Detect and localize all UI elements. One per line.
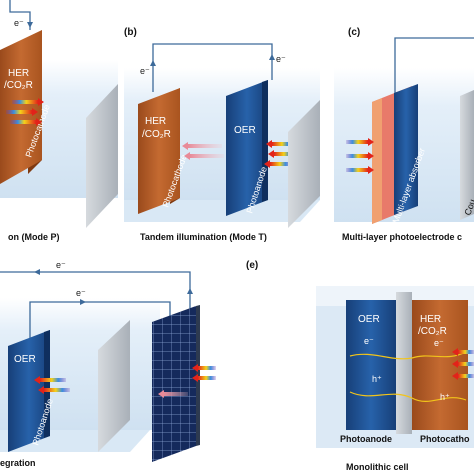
panel-d: e⁻ e⁻ OER Photoanode egration bbox=[0, 260, 216, 468]
panel-e-her-label: HER bbox=[420, 314, 441, 325]
panel-b-photoanode bbox=[226, 80, 268, 216]
panel-d-photoanode bbox=[8, 330, 50, 452]
panel-e-hole-path-left bbox=[349, 391, 413, 399]
panel-e-hole-left: h⁺ bbox=[372, 374, 382, 384]
panel-b-caption: Tandem illumination (Mode T) bbox=[140, 232, 267, 242]
panel-b-oer-label: OER bbox=[234, 125, 256, 136]
panel-a-photocathode bbox=[0, 30, 42, 184]
panel-b: (b) e⁻ e⁻ HER /CO₂R Photocathode OER Pho… bbox=[124, 27, 320, 242]
panel-b-letter: (b) bbox=[124, 27, 137, 38]
panel-d-outer-arrow bbox=[34, 269, 40, 275]
panel-c-caption: Multi-layer photoelectrode c bbox=[342, 232, 462, 242]
panel-a-caption: on (Mode P) bbox=[8, 232, 60, 242]
panel-e-membrane bbox=[396, 292, 412, 434]
panel-b-photoanode-edge bbox=[262, 80, 268, 202]
panel-d-outer-wire bbox=[0, 271, 191, 320]
panel-c-absorber-back bbox=[394, 84, 418, 215]
panel-d-oer-label: OER bbox=[14, 354, 36, 365]
panel-e-caption: Monolithic cell bbox=[346, 462, 409, 472]
panel-d-pv-light bbox=[158, 364, 216, 398]
panel-c-counter-electrode bbox=[460, 90, 474, 220]
panel-e-light-arrows bbox=[452, 348, 474, 380]
panel-b-light-arrows bbox=[264, 140, 296, 168]
panel-d-electron-inner: e⁻ bbox=[76, 288, 86, 298]
panel-c-light-arrows bbox=[346, 138, 374, 174]
panel-e-electron-path-left bbox=[349, 353, 413, 360]
panel-c-counter-name: Cou bbox=[462, 198, 474, 217]
panel-d-photoanode-edge bbox=[44, 330, 50, 438]
panel-b-circuit-wire bbox=[152, 43, 273, 92]
panel-c-letter: (c) bbox=[348, 27, 360, 38]
panel-b-floor bbox=[124, 200, 320, 222]
panel-b-co2r-label: /CO₂R bbox=[142, 129, 171, 140]
panel-d-outer-up-arrow bbox=[187, 288, 193, 294]
panel-a-circuit-wire bbox=[9, 0, 31, 30]
panel-b-photocathode bbox=[138, 88, 180, 214]
panel-b-electron-left: e⁻ bbox=[140, 66, 150, 76]
panel-a-co2r-label: /CO₂R bbox=[4, 80, 33, 91]
panel-e-hole-right: h⁺ bbox=[440, 392, 450, 402]
panel-e-electron-right: e⁻ bbox=[434, 338, 444, 348]
panel-e-photoanode-name: Photoanode bbox=[340, 434, 392, 444]
panel-a-membrane bbox=[86, 84, 118, 228]
panel-a: e⁻ HER /CO₂R Photocathode on (Mode P) bbox=[0, 0, 118, 242]
panel-e: (e) OER HER /CO₂R e⁻ e⁻ h⁺ h⁺ Photoanode… bbox=[246, 260, 474, 472]
panel-b-transmitted-light bbox=[182, 142, 224, 160]
panel-e-hole-path-right bbox=[411, 397, 467, 402]
panel-a-her-label: HER bbox=[8, 68, 29, 79]
panel-c-absorber-layer bbox=[372, 98, 382, 224]
panel-a-electron-label: e⁻ bbox=[14, 18, 24, 28]
panel-b-electron-right: e⁻ bbox=[276, 54, 286, 64]
panel-b-electron-arrow-right bbox=[269, 54, 275, 60]
panel-c-circuit-wire bbox=[394, 37, 474, 98]
panel-c: (c) Multi-layer absorber Cou Multi-layer… bbox=[334, 27, 474, 242]
panel-e-oer-label: OER bbox=[358, 314, 380, 325]
panel-d-pv-module bbox=[152, 306, 196, 462]
panel-e-photoanode bbox=[346, 300, 396, 430]
panel-d-electron-top: e⁻ bbox=[56, 260, 66, 270]
panel-d-caption: egration bbox=[0, 458, 36, 468]
panel-e-letter: (e) bbox=[246, 260, 258, 271]
panel-b-electron-arrow-left bbox=[150, 60, 156, 66]
panel-d-membrane bbox=[98, 320, 130, 452]
panel-e-electron-left: e⁻ bbox=[364, 336, 374, 346]
panel-d-transmitted-light bbox=[34, 376, 70, 394]
panel-d-inner-arrow bbox=[80, 299, 86, 305]
panel-b-her-label: HER bbox=[145, 116, 166, 127]
panel-a-light-arrows bbox=[6, 98, 44, 126]
panel-b-membrane bbox=[288, 100, 320, 228]
panel-e-co2r-label: /CO₂R bbox=[418, 326, 447, 337]
panel-e-photocathode-name: Photocatho bbox=[420, 434, 470, 444]
panel-a-electron-arrow bbox=[27, 22, 33, 28]
